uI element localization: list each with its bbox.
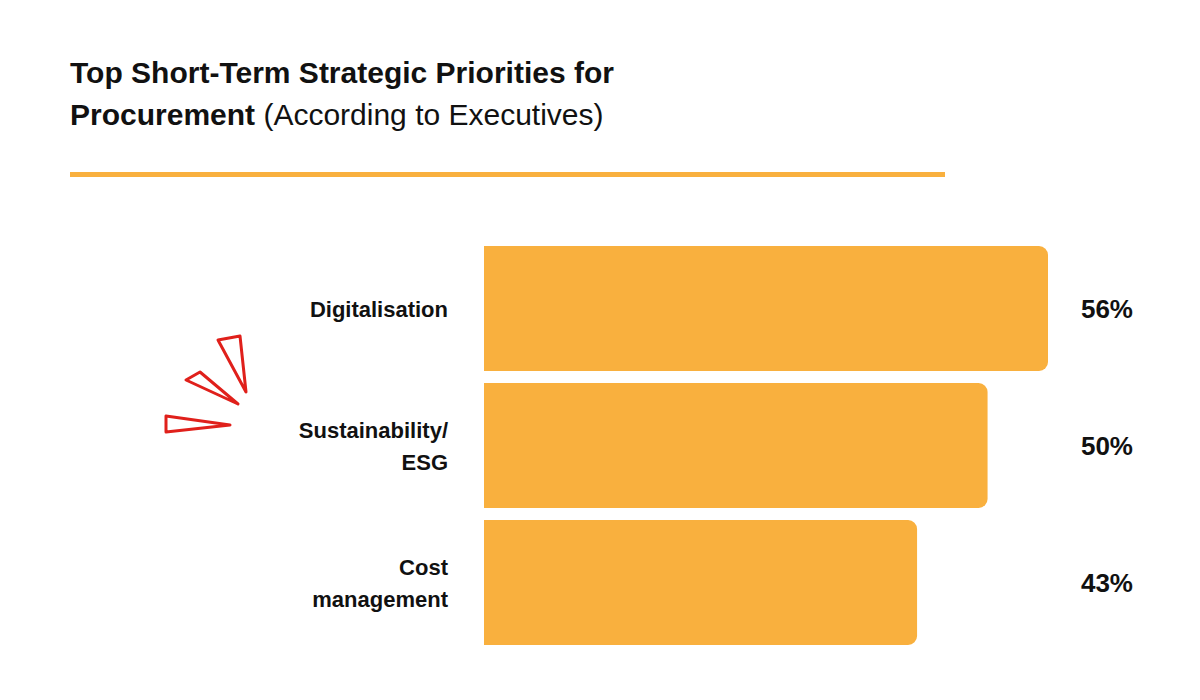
svg-text:Costmanagement: Costmanagement xyxy=(312,555,448,612)
svg-text:Digitalisation: Digitalisation xyxy=(310,297,448,322)
svg-text:Sustainability/ESG: Sustainability/ESG xyxy=(299,418,448,475)
html-text:Top Short-Term Strategic Prior: Top Short-Term Strategic Priorities for … xyxy=(70,56,614,131)
svg-text:50%: 50% xyxy=(1081,431,1133,461)
svg-text:56%: 56% xyxy=(1081,294,1133,324)
svg-text:43%: 43% xyxy=(1081,568,1133,598)
